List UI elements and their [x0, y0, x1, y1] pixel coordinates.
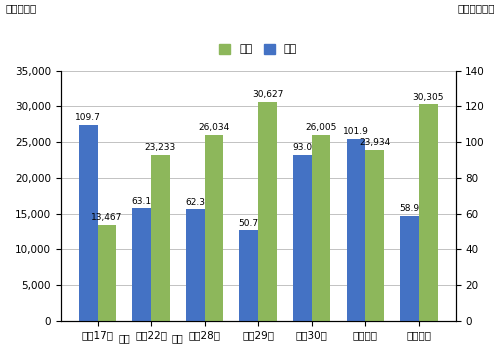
Bar — [258, 102, 277, 321]
Bar — [186, 210, 204, 321]
Legend: 件数, 点数: 件数, 点数 — [220, 44, 297, 54]
Text: 58.9: 58.9 — [400, 204, 419, 213]
Bar — [79, 125, 98, 321]
Text: 23,233: 23,233 — [145, 143, 176, 152]
Text: 93.0: 93.0 — [292, 143, 312, 152]
Bar — [312, 135, 330, 321]
Text: 件数（件）: 件数（件） — [5, 4, 36, 14]
Text: 30,305: 30,305 — [412, 93, 444, 102]
Bar — [204, 135, 224, 321]
Text: 62.3: 62.3 — [186, 198, 206, 207]
Bar — [98, 225, 116, 321]
Bar — [132, 208, 151, 321]
Bar — [293, 155, 312, 321]
Bar — [346, 139, 366, 321]
Text: 23,934: 23,934 — [359, 138, 390, 147]
Text: 点数（万点）: 点数（万点） — [458, 4, 495, 14]
Text: 63.1: 63.1 — [132, 197, 152, 206]
Bar — [151, 155, 170, 321]
Text: 26,005: 26,005 — [306, 123, 337, 132]
Text: 109.7: 109.7 — [75, 113, 101, 122]
Bar — [366, 150, 384, 321]
Bar — [419, 104, 438, 321]
Text: 101.9: 101.9 — [343, 127, 369, 136]
Text: 30,627: 30,627 — [252, 90, 283, 99]
Text: 〈〈: 〈〈 — [172, 334, 184, 343]
Text: 13,467: 13,467 — [91, 213, 122, 222]
Text: 50.7: 50.7 — [239, 219, 259, 228]
Bar — [240, 230, 258, 321]
Text: 26,034: 26,034 — [198, 123, 230, 132]
Text: 〈〈: 〈〈 — [118, 334, 130, 343]
Bar — [400, 216, 419, 321]
